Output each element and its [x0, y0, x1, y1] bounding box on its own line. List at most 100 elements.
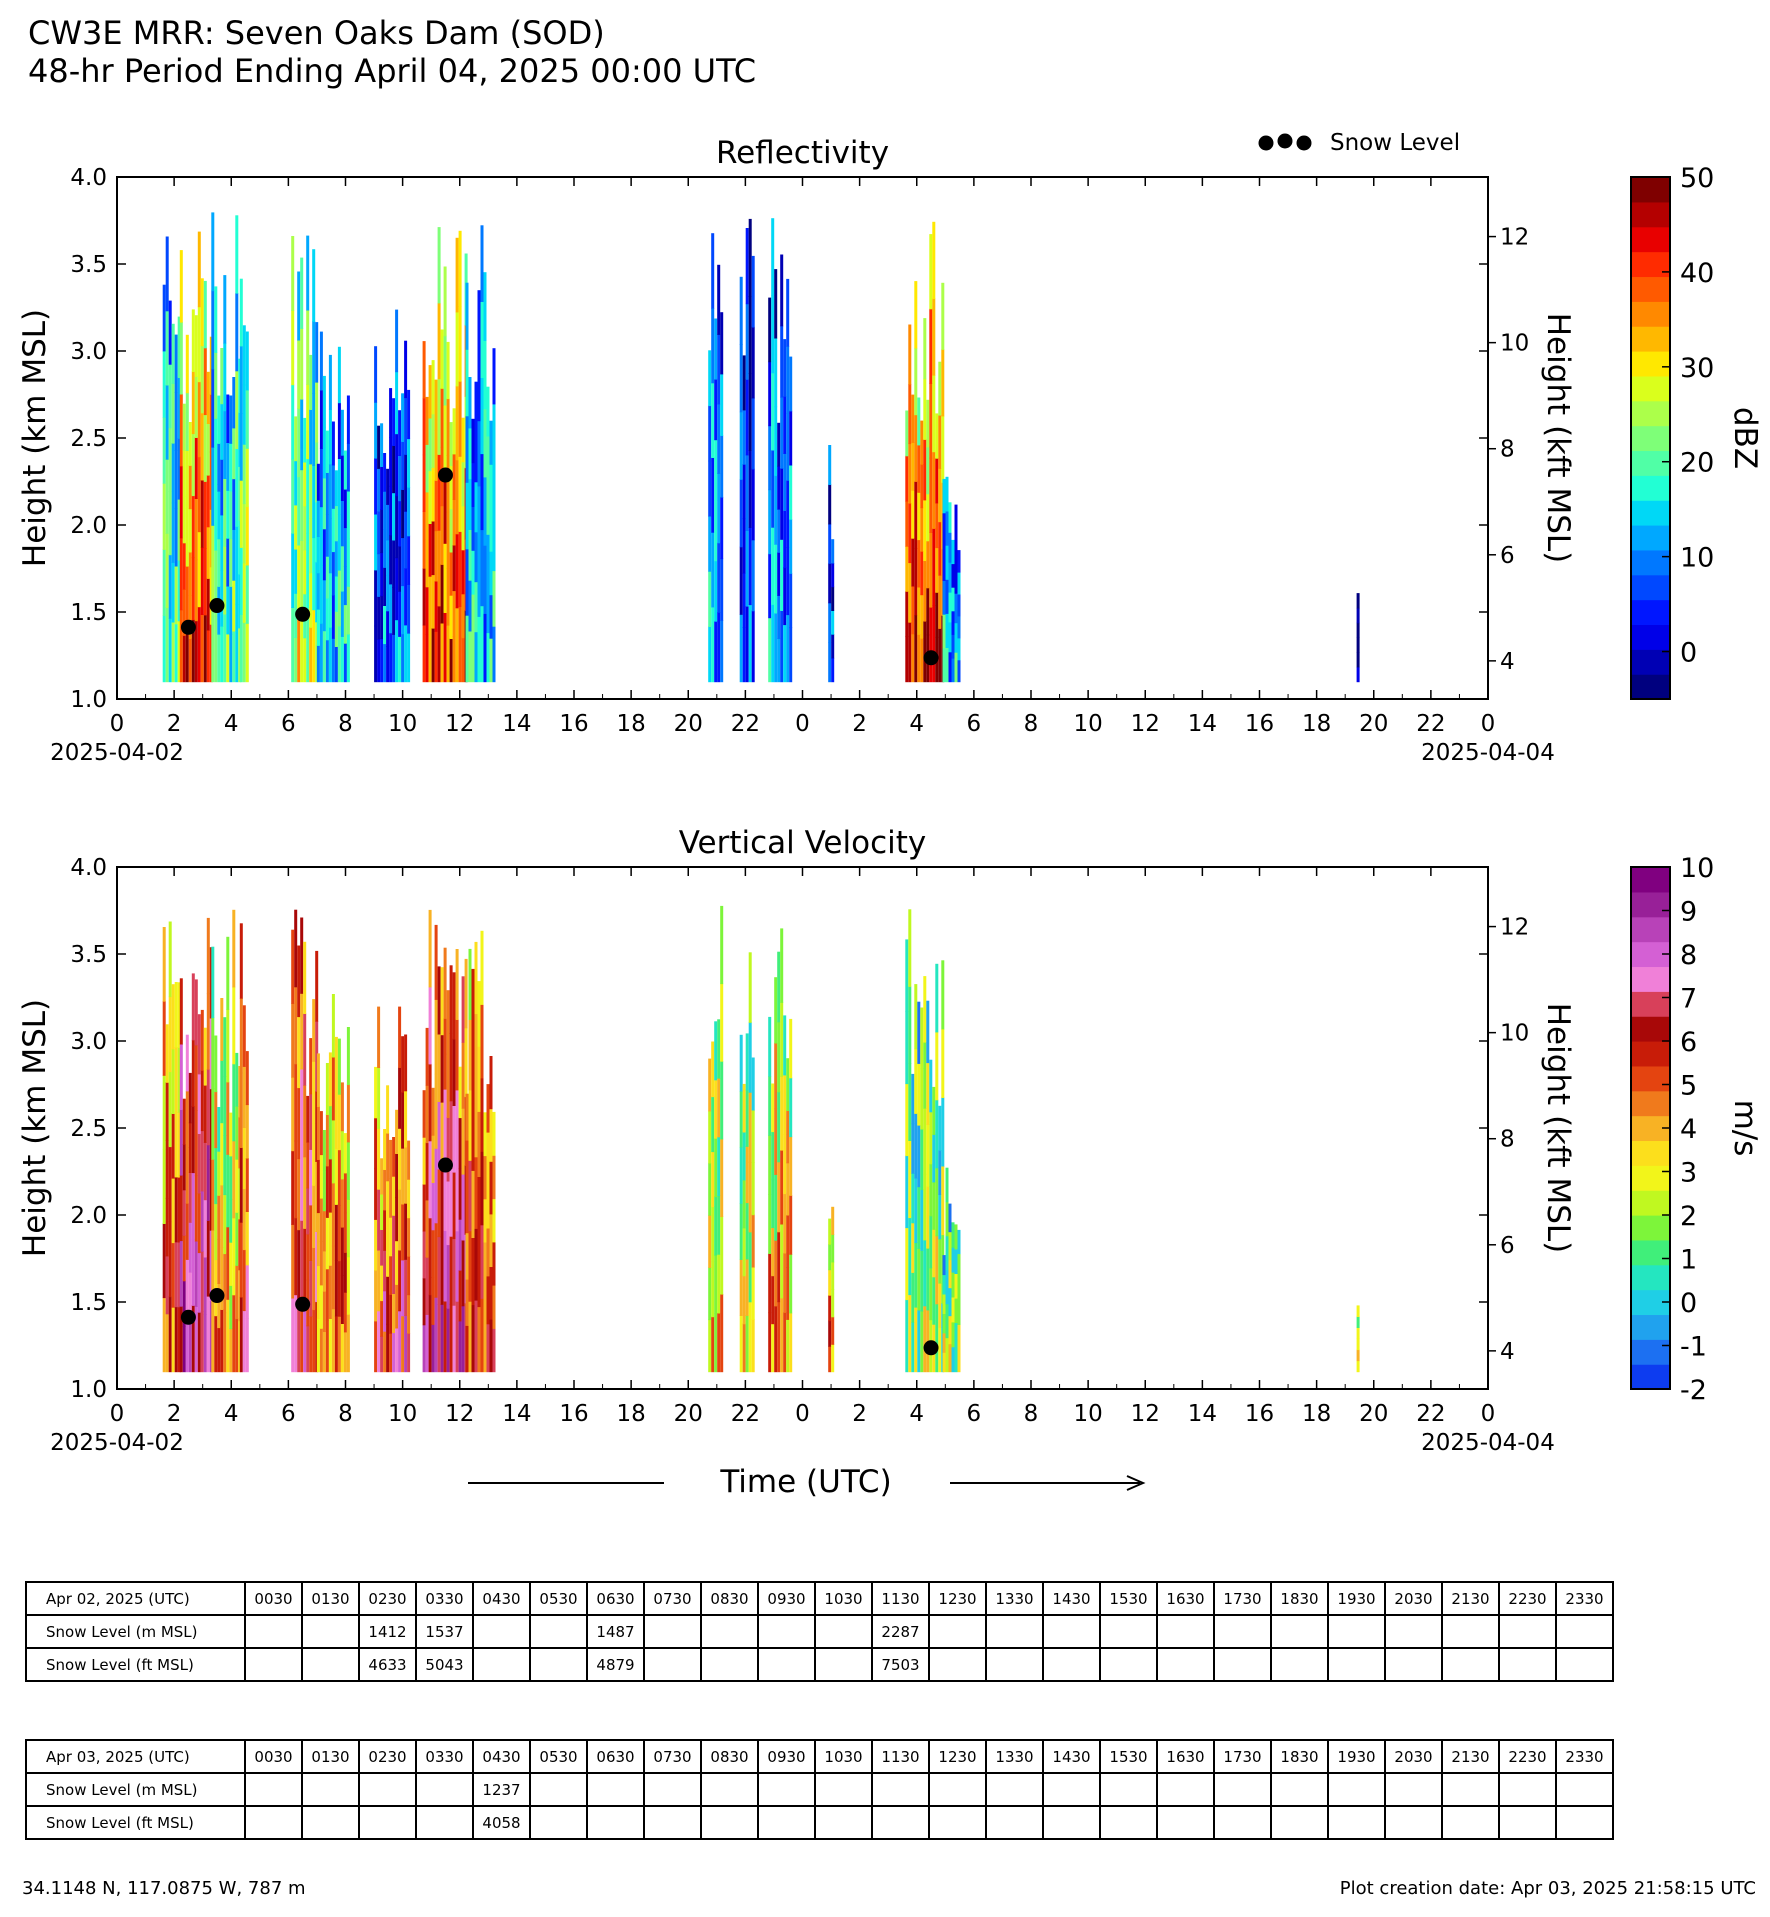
heatmap-cell: [223, 342, 227, 412]
heatmap-cell: [294, 460, 298, 506]
heatmap-cell: [217, 1195, 221, 1240]
heatmap-cell: [380, 595, 384, 640]
heatmap-cell: [386, 1276, 390, 1325]
heatmap-cell: [162, 1149, 166, 1224]
table-cell: [1213, 1772, 1272, 1807]
heatmap-cell: [768, 1312, 772, 1373]
table-cell: [757, 1614, 816, 1649]
heatmap-cell: [434, 1073, 438, 1149]
colorbar-swatch: [1631, 450, 1670, 476]
heatmap-cell: [932, 605, 936, 683]
heatmap-cell: [398, 500, 402, 547]
heatmap-cell: [708, 571, 712, 627]
heatmap-cell: [322, 1210, 326, 1252]
heatmap-cell: [742, 464, 746, 520]
heatmap-cell: [377, 1067, 381, 1129]
heatmap-cell: [945, 1303, 949, 1339]
heatmap-cell: [306, 532, 310, 608]
heatmap-cell: [739, 1315, 743, 1373]
heatmap-cell: [174, 508, 178, 567]
snow-level-point: [295, 1296, 311, 1312]
heatmap-cell: [422, 1184, 426, 1232]
heatmap-cell: [315, 561, 319, 623]
heatmap-cell: [783, 339, 787, 397]
heatmap-cell: [422, 1230, 426, 1279]
heatmap-cell: [951, 587, 955, 612]
table-cell: 0430: [472, 1739, 531, 1774]
heatmap-cell: [340, 591, 344, 637]
table-row: Snow Level (m MSL) 1237: [25, 1772, 1614, 1807]
heatmap-cell: [828, 1244, 832, 1271]
heatmap-cell: [168, 996, 172, 1073]
heatmap-cell: [458, 1219, 462, 1271]
table-cell: [1156, 1647, 1215, 1682]
heatmap-cell: [717, 1136, 721, 1196]
heatmap-cell: [745, 379, 749, 456]
heatmap-cell: [929, 383, 933, 459]
heatmap-cell: [748, 1301, 752, 1373]
location-text: 34.1148 N, 117.0875 W, 787 m: [22, 1878, 306, 1899]
heatmap-cell: [232, 1217, 236, 1296]
heatmap-cell: [449, 465, 453, 510]
heatmap-cell: [383, 453, 387, 492]
heatmap-cell: [389, 485, 393, 536]
heatmap-cell: [465, 1279, 469, 1326]
table-cell: [700, 1614, 759, 1649]
heatmap-cell: [242, 562, 246, 623]
heatmap-cell: [477, 290, 481, 356]
heatmap-cell: [957, 1348, 961, 1373]
heatmap-cell: [162, 549, 166, 616]
heatmap-cell: [452, 453, 456, 500]
heatmap-cell: [214, 418, 218, 485]
table-cell: [1042, 1647, 1101, 1682]
heatmap-cell: [343, 1212, 347, 1253]
heatmap-cell: [315, 950, 319, 1022]
heatmap-cell: [431, 1182, 435, 1231]
heatmap-cell: [455, 1019, 459, 1091]
colorbar-tick-label: 4: [1680, 1114, 1697, 1145]
heatmap-cell: [203, 1027, 207, 1086]
heatmap-cell: [831, 1206, 835, 1235]
table-cell: [1213, 1805, 1272, 1840]
heatmap-cell: [831, 539, 835, 564]
heatmap-cell: [206, 630, 210, 683]
table-cell: 0030: [244, 1739, 303, 1774]
heatmap-cell: [346, 443, 350, 492]
heatmap-cell: [938, 1150, 942, 1195]
table-cell: [1555, 1772, 1614, 1807]
heatmap-cell: [398, 1128, 402, 1190]
snow-level-point: [923, 1340, 939, 1356]
heatmap-cell: [911, 442, 915, 491]
heatmap-cell: [395, 1284, 399, 1329]
heatmap-cell: [377, 1006, 381, 1068]
colorbar-swatch: [1631, 351, 1670, 377]
heatmap-cell: [303, 1300, 307, 1373]
heatmap-cell: [932, 451, 936, 529]
heatmap-cell: [455, 459, 459, 535]
heatmap-cell: [297, 1016, 301, 1089]
table-cell: [1270, 1805, 1329, 1840]
x-tick-label: 14: [502, 711, 531, 737]
heatmap-cell: [171, 502, 175, 563]
heatmap-cell: [232, 1294, 236, 1373]
heatmap-cell: [200, 1251, 204, 1312]
heatmap-cell: [377, 1128, 381, 1190]
heatmap-cell: [492, 1285, 496, 1329]
heatmap-cell: [389, 534, 393, 585]
heatmap-cell: [425, 396, 429, 445]
heatmap-cell: [316, 1318, 320, 1373]
legend-label: Snow Level: [1330, 130, 1460, 156]
heatmap-cell: [226, 1226, 230, 1300]
heatmap-cell: [380, 1229, 384, 1266]
heatmap-cell: [220, 1309, 224, 1373]
heatmap-cell: [917, 1125, 921, 1188]
heatmap-cell: [337, 402, 341, 459]
precip-band: [162, 921, 181, 1373]
heatmap-cell: [162, 284, 166, 352]
table-cell: 1830: [1270, 1739, 1329, 1774]
heatmap-cell: [739, 614, 743, 683]
heatmap-cell: [389, 1217, 393, 1257]
heatmap-cell: [343, 604, 347, 644]
heatmap-cell: [294, 1217, 298, 1296]
heatmap-cells: [162, 212, 1360, 683]
